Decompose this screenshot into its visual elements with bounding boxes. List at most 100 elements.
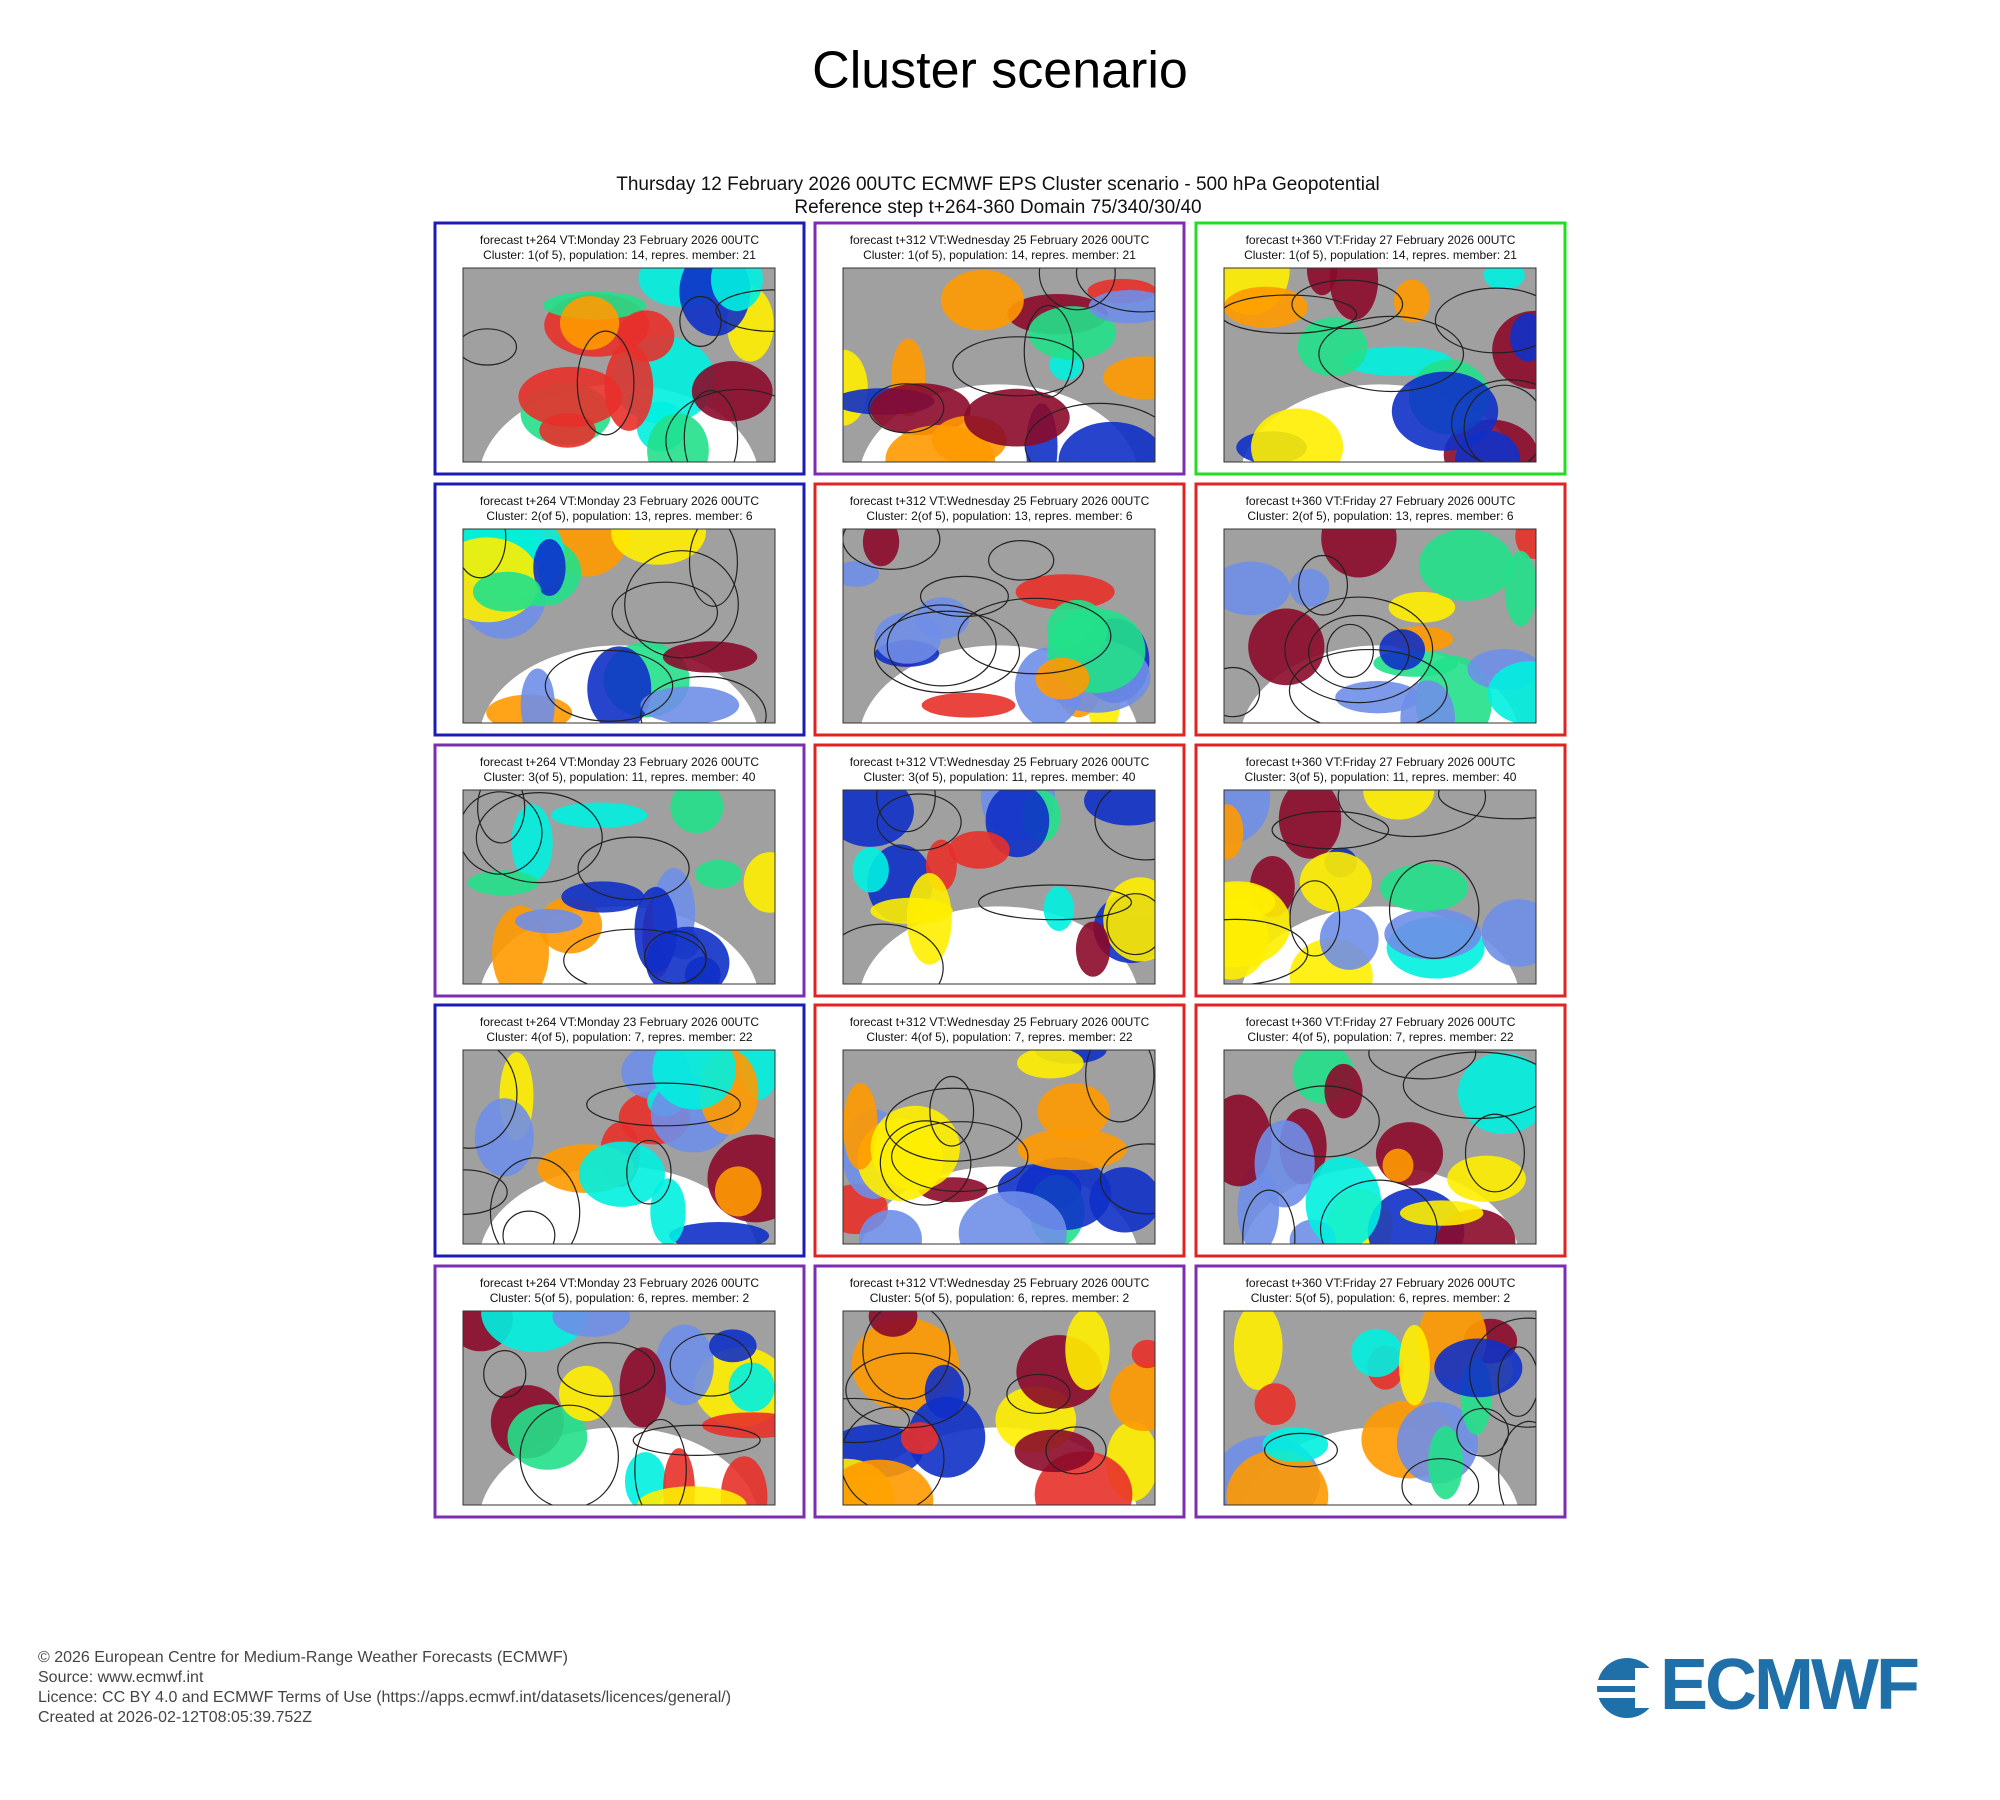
map-contour [634,1418,687,1505]
map-contour [1307,614,1410,690]
map-contour [576,330,635,436]
map-contour [563,928,707,984]
map-anomaly [1321,529,1397,578]
map-anomaly [1233,1311,1283,1390]
panel-heading: Cluster: 2(of 5), population: 13, repres… [866,509,1132,523]
map [843,529,1155,723]
map-contour [1456,1407,1510,1457]
map-anomaly [1379,629,1426,671]
map [463,268,775,462]
map-anomaly [550,802,648,828]
map-anomaly [1504,550,1536,627]
panel-heading: forecast t+312 VT:Wednesday 25 February … [850,494,1150,508]
map [1224,529,1536,723]
map-contour [952,336,1085,397]
panel-heading: Cluster: 1(of 5), population: 14, repres… [1244,248,1517,262]
map-frame [462,1310,776,1506]
map [1224,790,1536,984]
map-frame [1223,1310,1537,1506]
map-anomaly [1434,1338,1523,1398]
map-anomaly [743,852,775,913]
map-anomaly [655,1324,714,1406]
map-anomaly [1305,1156,1382,1244]
map-contour [1284,596,1434,704]
map-frame [842,1049,1156,1245]
map-anomaly [870,1105,960,1191]
map-anomaly [662,641,758,673]
map-contour [843,1406,945,1505]
map-frame [1223,267,1537,463]
cluster-panel: forecast t+360 VT:Friday 27 February 202… [1194,743,1567,998]
map-contour [843,529,941,570]
map-anomaly [870,897,953,924]
map-contour [1291,279,1404,330]
map-anomaly [885,425,996,462]
map-anomaly [520,668,555,723]
map-anomaly [958,1191,1067,1244]
map-contour [1401,1458,1480,1505]
map-contour [586,1082,741,1127]
map-contour [873,610,1021,694]
panel-heading: forecast t+360 VT:Friday 27 February 202… [1246,755,1516,769]
map-anomaly [1250,408,1344,462]
map-anomaly [921,692,1016,718]
cluster-panel: forecast t+360 VT:Friday 27 February 202… [1194,482,1567,737]
map-contour [544,649,674,722]
panel-heading: forecast t+360 VT:Friday 27 February 202… [1246,1276,1516,1290]
map-anomaly [1226,1450,1329,1505]
cluster-panel: forecast t+360 VT:Friday 27 February 202… [1194,221,1567,476]
map-contour [1085,1050,1155,1123]
map-anomaly [1043,886,1075,932]
map-contour [1337,790,1487,838]
map-contour [477,790,526,844]
map-anomaly [507,1404,588,1470]
map-contour [1224,918,1309,984]
map-anomaly [578,1141,665,1207]
map-contour [868,383,945,434]
panel-heading: forecast t+264 VT:Monday 23 February 202… [480,233,759,247]
map-anomaly [561,881,645,913]
footer-line: Created at 2026-02-12T08:05:39.752Z [38,1709,312,1726]
panel-heading: forecast t+264 VT:Monday 23 February 202… [480,1015,759,1029]
map-contour [683,389,739,462]
logo-cut [1635,1668,1665,1708]
map-anomaly [1447,1155,1526,1202]
map-anomaly [552,1311,631,1337]
cluster-panel: forecast t+360 VT:Friday 27 February 202… [1194,1003,1567,1258]
map-anomaly [858,1209,922,1244]
map-anomaly [868,1311,918,1337]
map-frame [462,528,776,724]
panel-heading: Cluster: 1(of 5), population: 14, repres… [863,248,1136,262]
map-anomaly [1481,899,1536,967]
map-anomaly [862,529,900,567]
map-anomaly [1254,1383,1296,1426]
map-anomaly [1224,561,1291,616]
map-anomaly [1428,1426,1464,1500]
panel-heading: Cluster: 1(of 5), population: 14, repres… [483,248,756,262]
map-anomaly [1028,306,1117,360]
panel-heading: forecast t+264 VT:Monday 23 February 202… [480,494,759,508]
map-anomaly [714,1166,762,1217]
map-frame [842,528,1156,724]
map-contour [624,550,739,659]
map [1224,1050,1536,1244]
map-anomaly [1393,279,1431,323]
map-contour [1450,379,1536,462]
map-anomaly [900,1422,939,1455]
map-contour [1224,666,1261,718]
panel-heading: Cluster: 5(of 5), population: 6, repres.… [870,1291,1130,1305]
map-contour [1288,648,1448,723]
map-anomaly [652,1050,737,1110]
map-anomaly [1363,790,1435,820]
map-anomaly [670,790,724,834]
map-contour [463,1050,518,1149]
map-anomaly [474,1098,534,1177]
map-contour [1224,294,1358,334]
map-contour [632,1424,761,1456]
panel-heading: Cluster: 2(of 5), population: 13, repres… [1247,509,1513,523]
map-contour [1326,623,1374,678]
map-anomaly [511,804,553,882]
map-anomaly [637,1486,747,1505]
